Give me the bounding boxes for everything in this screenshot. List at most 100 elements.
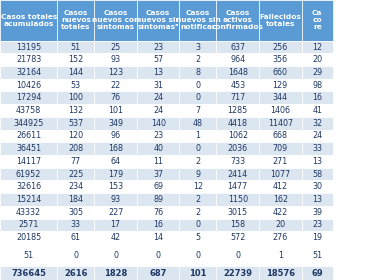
Bar: [216, 66, 259, 79]
Bar: [259, 218, 302, 231]
Bar: [302, 193, 333, 206]
Bar: [259, 53, 302, 66]
Text: 98: 98: [312, 81, 322, 90]
Bar: [216, 168, 259, 180]
Text: 32164: 32164: [16, 68, 41, 77]
Text: 33: 33: [312, 144, 322, 153]
Text: 158: 158: [230, 220, 245, 229]
Bar: [302, 79, 333, 92]
Bar: [302, 0, 333, 41]
Text: 0: 0: [195, 81, 201, 90]
Bar: [302, 104, 333, 117]
Text: 23: 23: [153, 131, 163, 141]
Text: 0: 0: [195, 144, 201, 153]
Bar: [302, 66, 333, 79]
Bar: [216, 266, 259, 280]
Bar: [0, 218, 57, 231]
Text: 57: 57: [153, 55, 163, 64]
Bar: [57, 53, 94, 66]
Text: 48: 48: [193, 119, 203, 128]
Bar: [0, 41, 57, 53]
Text: 2571: 2571: [18, 220, 39, 229]
Bar: [259, 206, 302, 218]
Bar: [57, 79, 94, 92]
Bar: [137, 0, 179, 41]
Bar: [0, 168, 57, 180]
Bar: [137, 266, 179, 280]
Bar: [0, 155, 57, 168]
Text: 1477: 1477: [228, 182, 248, 191]
Bar: [57, 92, 94, 104]
Text: Casos
nuevos con
síntomas: Casos nuevos con síntomas: [92, 10, 139, 30]
Text: 51: 51: [312, 251, 322, 260]
Bar: [216, 244, 259, 266]
Text: 89: 89: [153, 195, 163, 204]
Text: 76: 76: [111, 93, 121, 102]
Bar: [216, 193, 259, 206]
Text: 101: 101: [108, 106, 123, 115]
Text: 69: 69: [312, 269, 323, 278]
Bar: [179, 117, 216, 130]
Text: 51: 51: [71, 43, 81, 52]
Text: 276: 276: [273, 233, 288, 242]
Text: 20: 20: [275, 220, 285, 229]
Bar: [94, 142, 137, 155]
Bar: [179, 244, 216, 266]
Bar: [302, 117, 333, 130]
Bar: [94, 66, 137, 79]
Text: 101: 101: [189, 269, 207, 278]
Bar: [137, 41, 179, 53]
Text: 964: 964: [230, 55, 245, 64]
Bar: [179, 79, 216, 92]
Bar: [216, 104, 259, 117]
Bar: [179, 53, 216, 66]
Text: 2: 2: [195, 208, 201, 217]
Text: 18576: 18576: [266, 269, 295, 278]
Text: 660: 660: [273, 68, 288, 77]
Bar: [137, 117, 179, 130]
Bar: [259, 193, 302, 206]
Bar: [57, 41, 94, 53]
Text: 23: 23: [153, 43, 163, 52]
Text: 349: 349: [108, 119, 123, 128]
Bar: [0, 193, 57, 206]
Text: 13: 13: [153, 68, 163, 77]
Text: 17294: 17294: [16, 93, 41, 102]
Bar: [0, 92, 57, 104]
Bar: [0, 142, 57, 155]
Bar: [179, 180, 216, 193]
Bar: [0, 66, 57, 79]
Text: 16: 16: [153, 220, 163, 229]
Bar: [259, 41, 302, 53]
Text: 26611: 26611: [16, 131, 41, 141]
Text: 30: 30: [312, 182, 322, 191]
Bar: [216, 53, 259, 66]
Text: 132: 132: [68, 106, 83, 115]
Bar: [302, 206, 333, 218]
Bar: [302, 53, 333, 66]
Bar: [179, 130, 216, 142]
Bar: [57, 66, 94, 79]
Text: 13195: 13195: [16, 43, 41, 52]
Text: 271: 271: [273, 157, 288, 166]
Text: 1: 1: [195, 131, 201, 141]
Text: Casos totales
acumulados: Casos totales acumulados: [0, 14, 57, 27]
Text: 572: 572: [230, 233, 245, 242]
Text: 0: 0: [235, 251, 240, 260]
Bar: [216, 155, 259, 168]
Bar: [57, 117, 94, 130]
Text: 20: 20: [312, 55, 322, 64]
Bar: [137, 231, 179, 244]
Text: 64: 64: [111, 157, 121, 166]
Text: 24: 24: [312, 131, 322, 141]
Text: 2616: 2616: [64, 269, 88, 278]
Text: 184: 184: [68, 195, 83, 204]
Text: 23: 23: [312, 220, 322, 229]
Text: 29: 29: [312, 68, 322, 77]
Text: 11407: 11407: [268, 119, 293, 128]
Text: 20185: 20185: [16, 233, 41, 242]
Bar: [259, 104, 302, 117]
Text: 21783: 21783: [16, 55, 41, 64]
Text: 1062: 1062: [228, 131, 248, 141]
Bar: [94, 92, 137, 104]
